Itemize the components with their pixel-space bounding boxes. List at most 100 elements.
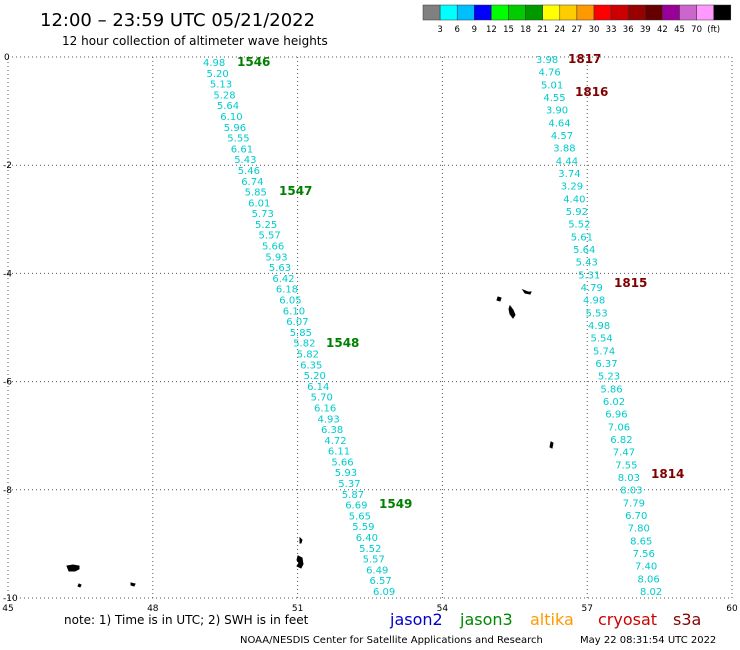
swh-value: 5.13 <box>210 80 232 91</box>
swh-value: 5.93 <box>265 252 287 263</box>
swh-value: 5.25 <box>255 220 277 231</box>
swh-value: 7.79 <box>623 498 645 509</box>
scale-swatch <box>627 4 646 21</box>
swh-value: 6.82 <box>610 435 632 446</box>
swh-value: 5.87 <box>342 490 364 501</box>
swh-value: 5.82 <box>293 339 315 350</box>
island-mahe <box>508 304 516 319</box>
swh-value: 5.85 <box>245 188 267 199</box>
scale-label: 27 <box>571 25 582 35</box>
scale-swatch <box>542 4 561 21</box>
swh-value: 4.40 <box>563 194 585 205</box>
swh-value: 6.49 <box>366 565 388 576</box>
pass-number-label: 1816 <box>575 85 608 99</box>
footnote: note: 1) Time is in UTC; 2) SWH is in fe… <box>64 613 309 627</box>
scale-swatch <box>696 4 714 21</box>
swh-value: 4.98 <box>588 321 610 332</box>
island-west <box>66 564 136 588</box>
legend-item-s3a: s3a <box>673 610 701 629</box>
swh-value: 5.46 <box>238 166 260 177</box>
color-scale-legend: 3 6 9 12 15 18 21 24 27 30 33 36 39 42 45 70 (ft) <box>422 4 732 35</box>
swh-value: 6.14 <box>307 382 329 393</box>
lat-tick-label: -10 <box>3 594 18 604</box>
swh-value: 5.64 <box>217 101 239 112</box>
scale-swatch <box>491 4 509 21</box>
satellite-legend: jason2 jason3 altika cryosat s3a <box>389 610 701 629</box>
swh-value: 5.43 <box>576 258 598 269</box>
swh-value: 8.03 <box>618 473 640 484</box>
scale-label: 21 <box>537 25 548 35</box>
swh-value: 8.06 <box>638 574 660 585</box>
swh-value: 6.70 <box>625 511 647 522</box>
lon-tick-label: 57 <box>581 604 592 614</box>
swh-value: 8.02 <box>640 587 662 598</box>
swh-value: 4.55 <box>543 93 565 104</box>
swh-value: 4.57 <box>551 131 573 142</box>
scale-label: 12 <box>486 25 497 35</box>
scale-swatch <box>422 4 441 21</box>
swh-value: 5.82 <box>297 350 319 361</box>
swh-value: 5.37 <box>338 479 360 490</box>
swh-value: 6.40 <box>356 533 378 544</box>
swh-value: 4.98 <box>203 58 225 69</box>
swh-value: 5.52 <box>359 544 381 555</box>
pass-number-label: 1814 <box>651 467 684 481</box>
lon-tick-label: 51 <box>292 604 303 614</box>
swh-value: 4.44 <box>556 156 578 167</box>
scale-swatch <box>525 4 543 21</box>
swh-value: 4.64 <box>548 118 570 129</box>
altimeter-tracks: 4.985.205.135.285.646.105.965.556.615.43… <box>203 52 684 598</box>
swh-value: 6.10 <box>220 112 242 123</box>
swh-value: 4.76 <box>539 68 561 79</box>
timestamp-text: May 22 08:31:54 UTC 2022 <box>580 635 716 646</box>
swh-value: 6.07 <box>286 317 308 328</box>
swh-value: 5.66 <box>262 242 284 253</box>
swh-value: 6.38 <box>321 425 343 436</box>
pass-number-label: 1547 <box>279 184 312 198</box>
swh-value: 6.16 <box>314 404 336 415</box>
swh-value: 5.01 <box>541 80 563 91</box>
legend-item-altika: altika <box>530 610 574 629</box>
island-south-1 <box>296 536 304 569</box>
pass-number-label: 1815 <box>614 276 647 290</box>
pass-number-label: 1548 <box>326 336 359 350</box>
swh-value: 6.02 <box>603 397 625 408</box>
swh-value: 6.10 <box>283 306 305 317</box>
swh-value: 5.70 <box>311 393 333 404</box>
swh-value: 3.88 <box>553 144 575 155</box>
scale-swatch <box>593 4 612 21</box>
lat-tick-label: -6 <box>3 378 12 388</box>
legend-item-jason3: jason3 <box>459 610 513 629</box>
pass-number-label: 1817 <box>568 52 601 66</box>
swh-value: 7.55 <box>615 460 637 471</box>
swh-value: 5.57 <box>363 555 385 566</box>
scale-swatch <box>576 4 595 21</box>
lon-tick-label: 45 <box>2 604 13 614</box>
swh-value: 6.37 <box>595 359 617 370</box>
swh-value: 7.47 <box>613 448 635 459</box>
lon-tick-label: 54 <box>437 604 449 614</box>
scale-label: 30 <box>589 25 600 35</box>
scale-swatch <box>439 4 458 21</box>
swh-value: 6.69 <box>345 501 367 512</box>
lat-tick-label: 0 <box>4 53 10 63</box>
scale-swatch <box>508 4 526 21</box>
swh-value: 6.42 <box>272 274 294 285</box>
swh-value: 5.53 <box>586 308 608 319</box>
swh-value: 7.40 <box>635 562 657 573</box>
swh-value: 6.35 <box>300 360 322 371</box>
swh-value: 3.98 <box>536 55 558 66</box>
swh-value: 5.66 <box>331 457 353 468</box>
swh-value: 5.73 <box>252 209 274 220</box>
lat-tick-label: -4 <box>3 269 12 279</box>
scale-label: 3 <box>437 25 442 35</box>
scale-label: 45 <box>674 25 685 35</box>
swh-value: 6.96 <box>605 410 627 421</box>
scale-label: 15 <box>503 25 514 35</box>
legend-item-cryosat: cryosat <box>598 610 657 629</box>
swh-value: 5.74 <box>593 346 615 357</box>
swh-value: 8.03 <box>620 486 642 497</box>
swh-value: 7.56 <box>633 549 655 560</box>
swh-value: 5.96 <box>224 123 246 134</box>
pass-number-label: 1546 <box>237 55 270 69</box>
